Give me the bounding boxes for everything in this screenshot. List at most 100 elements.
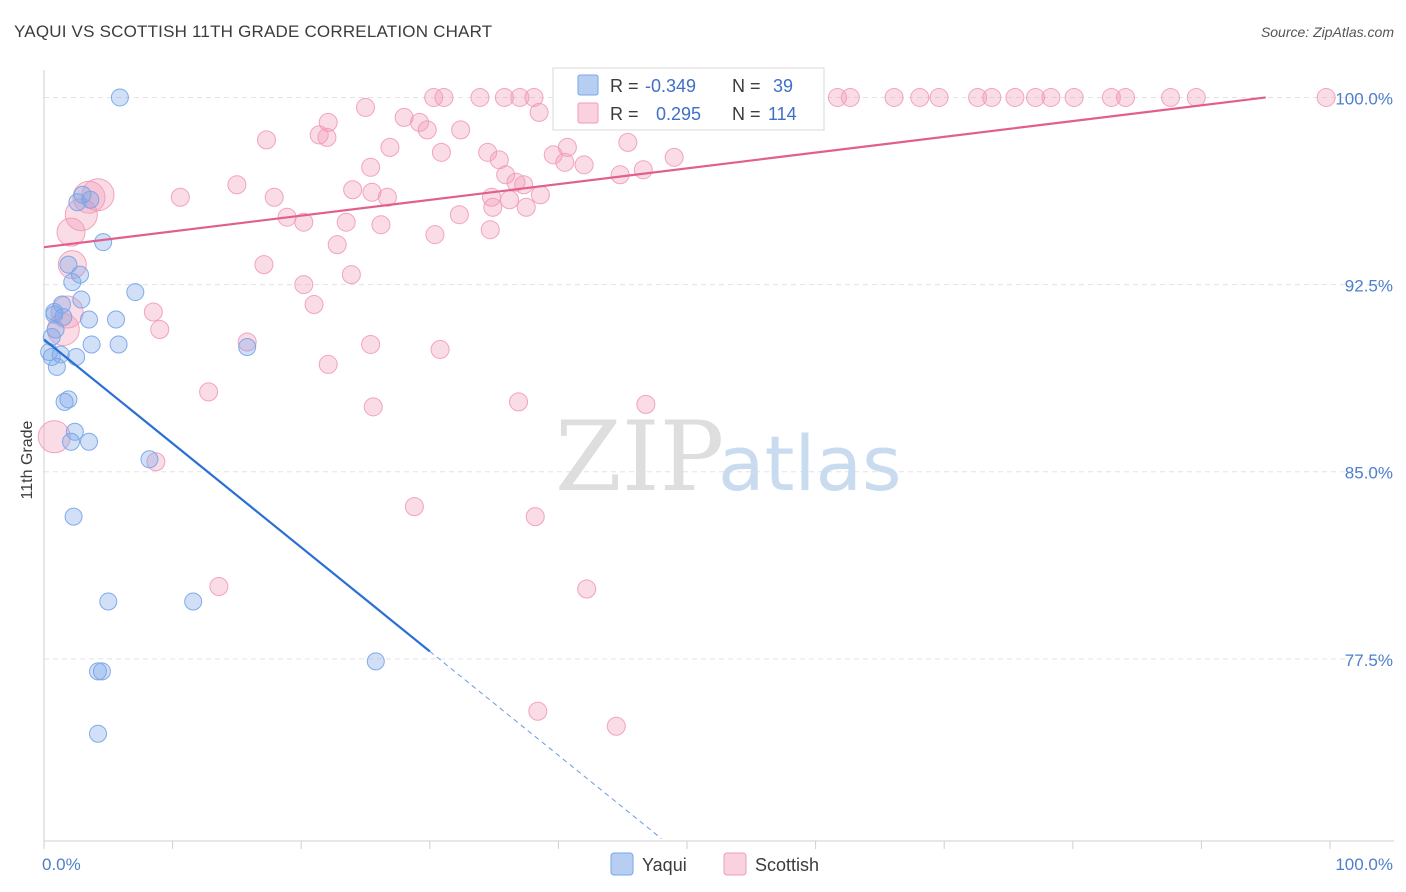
legend-yaqui-r-label: R =	[610, 76, 639, 96]
scottish-point	[336, 212, 356, 232]
x-axis-ticks	[43, 841, 1331, 849]
scottish-point	[1026, 87, 1046, 107]
scottish-point	[254, 255, 274, 275]
scottish-point	[1116, 87, 1136, 107]
y-axis-title: 11th Grade	[19, 420, 36, 499]
scottish-point	[150, 319, 170, 339]
grid-lines	[44, 96, 1394, 660]
scottish-point	[1041, 87, 1061, 107]
scottish-point	[606, 716, 626, 736]
legend-box: R = -0.349 N = 39 R = 0.295 N = 114	[552, 67, 825, 131]
scottish-point	[577, 579, 597, 599]
scottish-point	[633, 160, 653, 180]
bottom-legend-scottish-swatch	[723, 852, 747, 876]
yaqui-point	[42, 347, 61, 366]
yaqui-point	[89, 662, 108, 681]
legend-yaqui-n-value: 39	[773, 76, 793, 96]
scottish-point	[256, 130, 276, 150]
scottish-point	[470, 87, 490, 107]
scottish-point	[1005, 87, 1025, 107]
scottish-point	[363, 397, 383, 417]
scottish-point	[483, 197, 503, 217]
y-axis-tick-labels: 77.5% 85.0% 92.5% 100.0%	[1335, 89, 1393, 669]
scottish-point	[361, 334, 381, 354]
bottom-legend-yaqui-label: Yaqui	[642, 855, 687, 875]
source-label: Source: ZipAtlas.com	[1260, 24, 1394, 40]
watermark-atlas: atlas	[718, 419, 902, 508]
scottish-point	[294, 275, 314, 295]
scottish-point	[341, 265, 361, 285]
yaqui-point	[59, 255, 78, 274]
yaqui-point	[55, 392, 74, 411]
scottish-point	[884, 87, 904, 107]
scottish-point	[1101, 87, 1121, 107]
yaqui-point	[65, 422, 84, 441]
scottish-point	[264, 187, 284, 207]
scottish-point	[524, 87, 544, 107]
scottish-point	[380, 137, 400, 157]
yaqui-point	[47, 357, 66, 376]
scottish-point	[664, 147, 684, 167]
yaqui-point	[126, 283, 145, 302]
scottish-point	[394, 107, 414, 127]
chart-title: YAQUI VS SCOTTISH 11TH GRADE CORRELATION…	[14, 22, 493, 41]
scottish-point	[361, 157, 381, 177]
scottish-point	[431, 142, 451, 162]
yaqui-point	[80, 432, 99, 451]
y-tick-label: 92.5%	[1345, 277, 1393, 296]
scottish-point	[636, 394, 656, 414]
scottish-point	[525, 507, 545, 527]
y-tick-label: 85.0%	[1345, 464, 1393, 483]
yaqui-point	[80, 310, 99, 329]
scottish-trend-line	[43, 96, 1266, 249]
scottish-point	[478, 142, 498, 162]
scottish-point	[506, 172, 526, 192]
scottish-point	[449, 205, 469, 225]
yaqui-point	[64, 507, 83, 526]
legend-yaqui-n-label: N =	[732, 76, 761, 96]
scottish-point	[514, 175, 534, 195]
scottish-point	[555, 152, 575, 172]
yaqui-point	[81, 190, 100, 209]
yaqui-point	[62, 432, 81, 451]
legend-scottish-n-label: N =	[732, 104, 761, 124]
yaqui-point	[140, 450, 159, 469]
scottish-point	[371, 215, 391, 235]
scottish-point	[404, 497, 424, 517]
scottish-point	[317, 127, 337, 147]
yaqui-point	[94, 233, 113, 252]
scottish-point	[516, 197, 536, 217]
yaqui-point	[110, 88, 129, 107]
scottish-point	[56, 217, 86, 247]
scottish-point	[529, 102, 549, 122]
scottish-point	[480, 220, 500, 240]
scottish-point	[451, 120, 471, 140]
yaqui-point	[109, 335, 128, 354]
scottish-point	[143, 302, 163, 322]
scottish-point	[929, 87, 949, 107]
yaqui-trend-line	[43, 338, 431, 653]
yaqui-point	[63, 273, 82, 292]
watermark-zip: ZIP	[555, 401, 724, 513]
yaqui-point	[45, 305, 64, 324]
bottom-legend-yaqui-swatch	[610, 852, 634, 876]
scottish-point	[543, 145, 563, 165]
scottish-point	[146, 452, 166, 472]
legend-yaqui-swatch	[577, 74, 599, 96]
scottish-point	[425, 225, 445, 245]
scottish-point	[327, 235, 347, 255]
legend-scottish-swatch	[577, 102, 599, 124]
yaqui-point	[99, 592, 118, 611]
yaqui-point	[92, 662, 111, 681]
scottish-point	[227, 175, 247, 195]
y-tick-label: 77.5%	[1345, 651, 1393, 670]
scottish-point	[318, 354, 338, 374]
scottish-point	[309, 125, 329, 145]
scottish-point	[170, 187, 190, 207]
legend-scottish-n-value: 114	[768, 104, 797, 124]
scottish-point	[1316, 87, 1336, 107]
scottish-point	[496, 165, 516, 185]
yaqui-point	[72, 290, 91, 309]
scottish-point	[430, 339, 450, 359]
